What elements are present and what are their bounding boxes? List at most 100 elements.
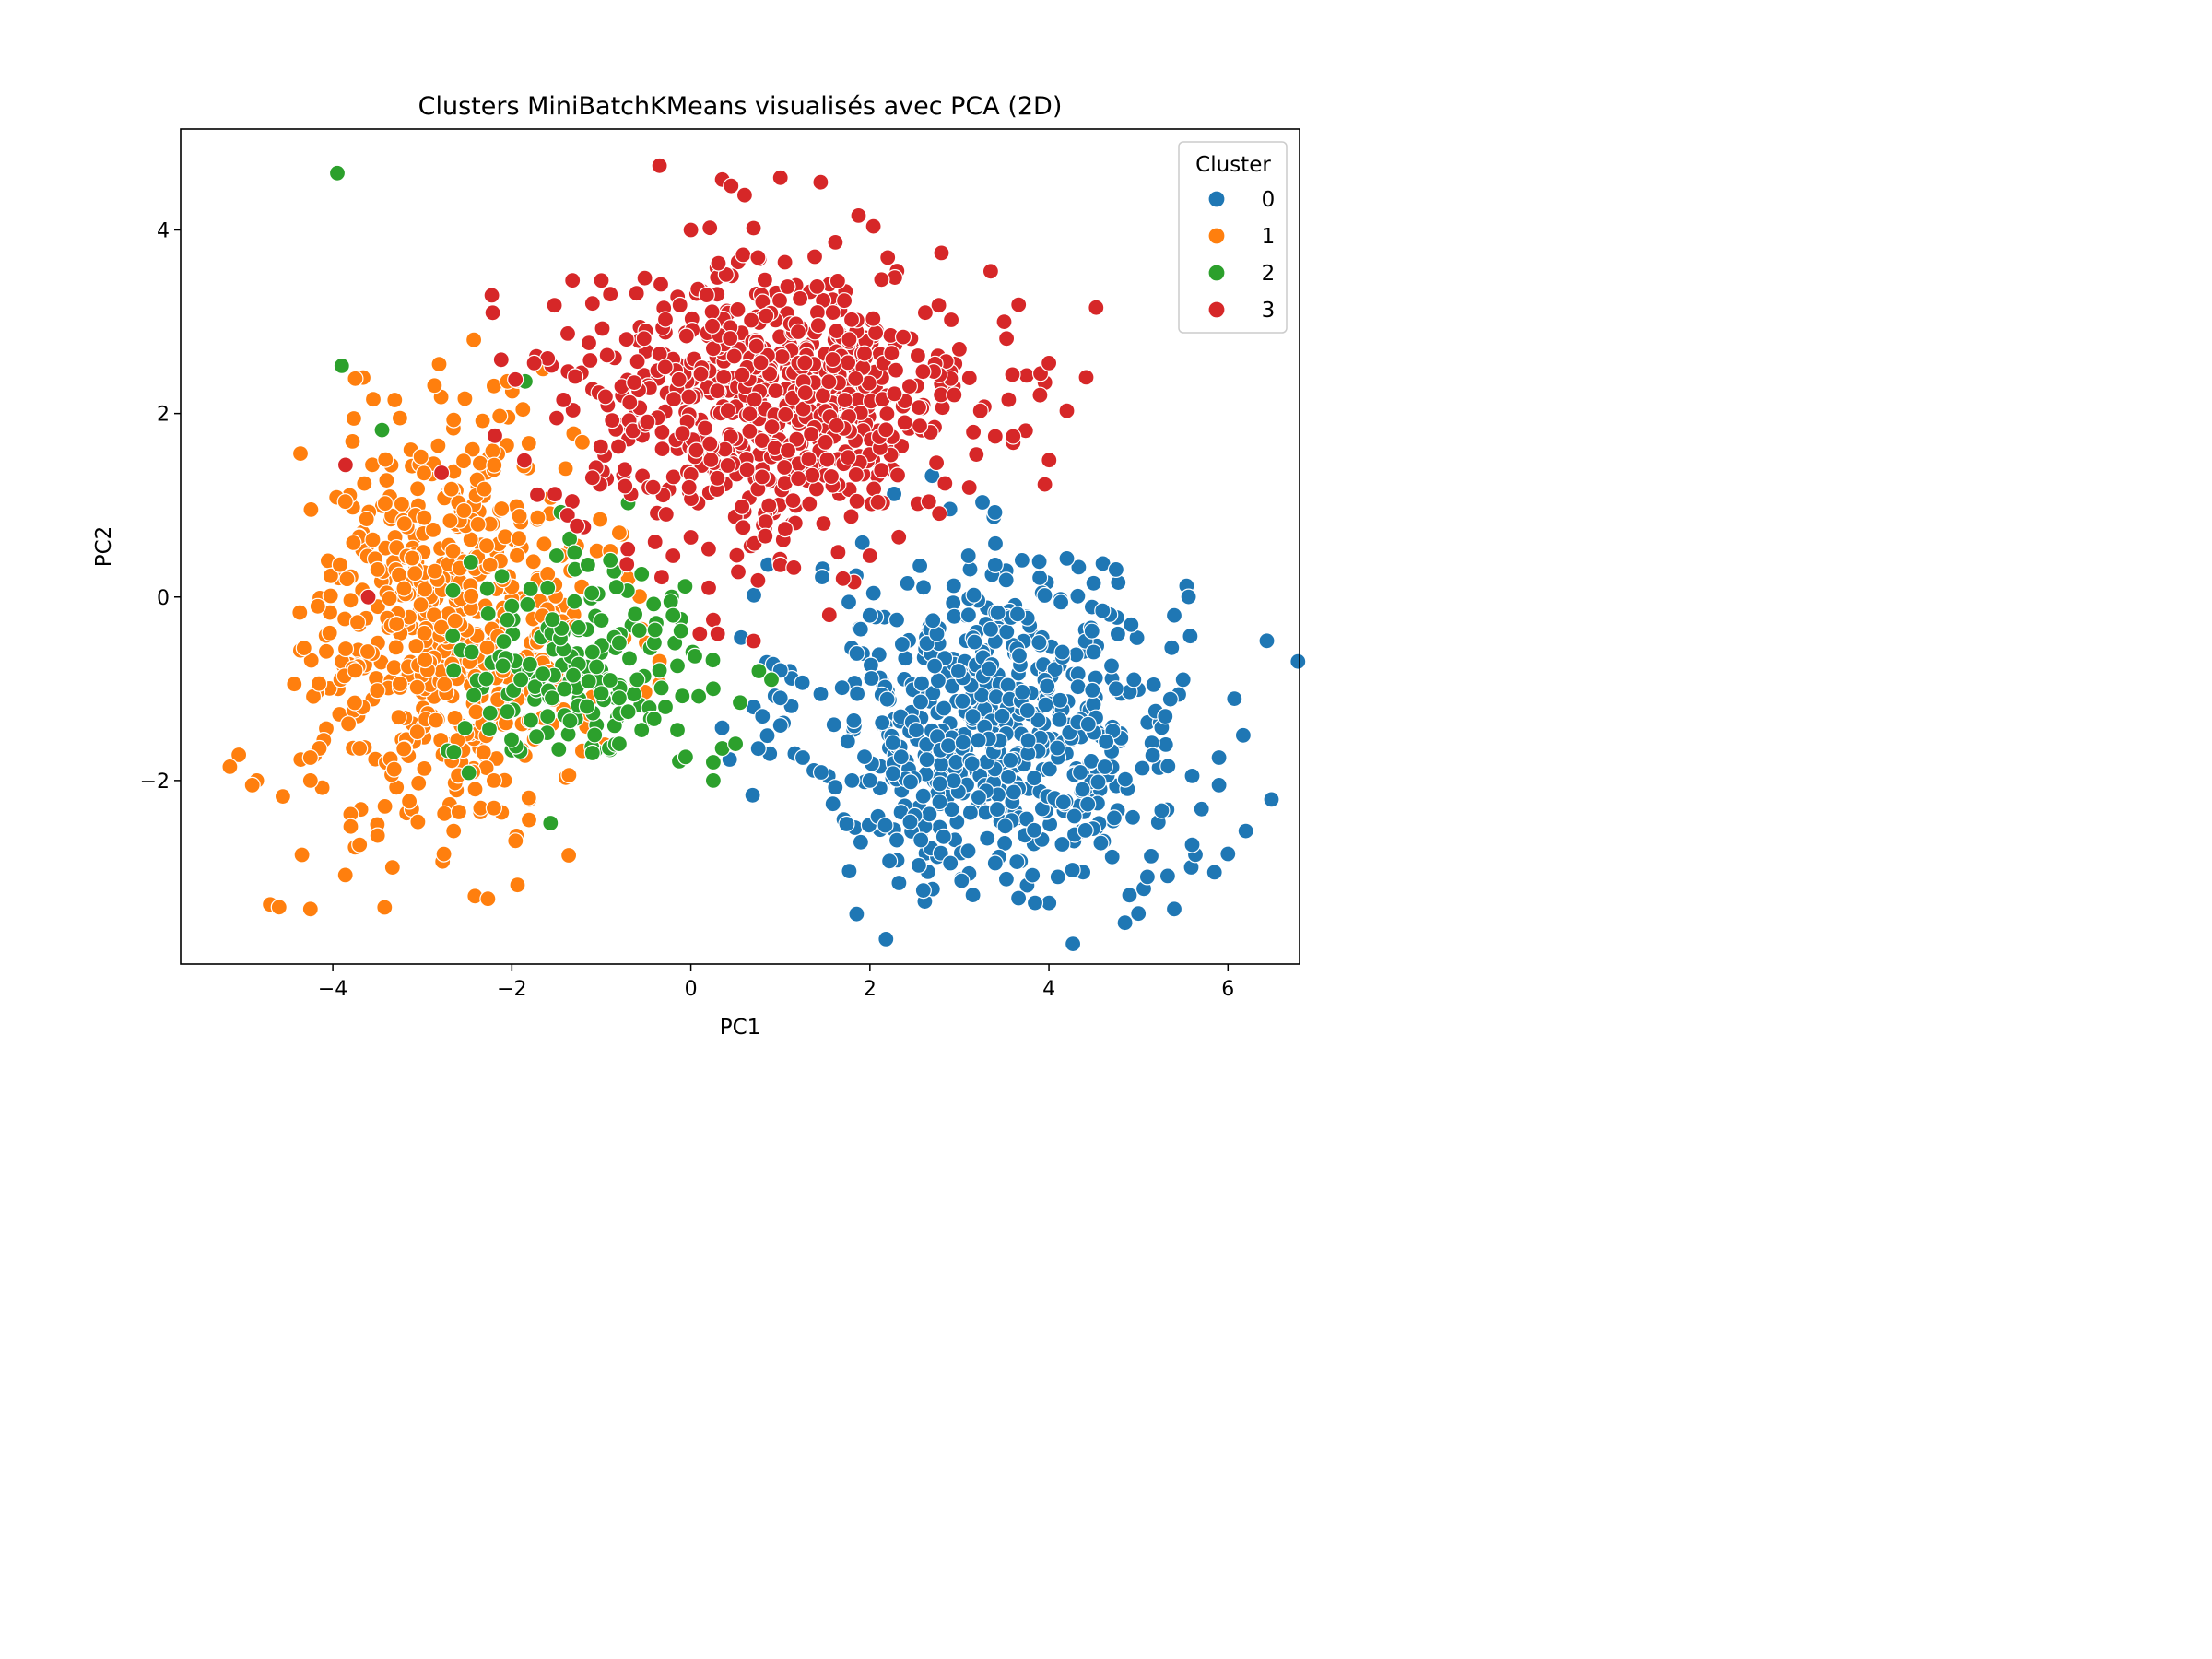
data-point <box>935 828 952 845</box>
data-point <box>931 775 948 793</box>
data-point <box>426 562 443 580</box>
data-point <box>359 588 377 606</box>
data-point <box>890 874 908 892</box>
data-point <box>776 253 794 271</box>
data-point <box>662 593 679 610</box>
data-point <box>580 673 597 690</box>
data-point <box>555 391 572 408</box>
data-point <box>602 551 619 570</box>
data-point <box>406 565 424 582</box>
data-point <box>515 452 534 469</box>
data-point <box>719 402 736 419</box>
data-point <box>559 846 578 865</box>
data-point <box>520 811 538 829</box>
data-point <box>970 788 988 806</box>
data-point <box>626 374 643 392</box>
data-point <box>525 354 543 371</box>
data-point <box>626 606 644 623</box>
data-point <box>322 587 339 605</box>
data-point <box>633 565 651 583</box>
data-point <box>901 813 919 830</box>
data-point <box>1051 691 1069 709</box>
data-point <box>547 547 566 565</box>
data-point <box>674 425 691 442</box>
data-point <box>1157 708 1174 725</box>
data-point <box>865 310 882 327</box>
data-point <box>1163 639 1181 656</box>
data-point <box>855 747 874 766</box>
data-point <box>1040 354 1058 371</box>
data-point <box>709 469 726 487</box>
data-point <box>230 746 248 764</box>
data-point <box>291 604 309 621</box>
data-point <box>364 391 382 408</box>
data-point <box>435 845 453 863</box>
data-point <box>848 685 866 702</box>
x-tick-label: 6 <box>1221 978 1234 1001</box>
data-point <box>997 571 1015 589</box>
data-point <box>704 680 723 698</box>
data-point <box>1103 848 1121 865</box>
data-point <box>900 378 919 395</box>
data-point <box>592 438 609 455</box>
data-point <box>914 787 932 805</box>
data-point <box>404 549 421 567</box>
data-point <box>1004 366 1021 383</box>
data-point <box>1053 835 1071 853</box>
data-point <box>286 676 303 693</box>
data-point <box>918 751 935 769</box>
data-point <box>752 354 770 371</box>
x-tick-label: −4 <box>318 978 347 1001</box>
data-point <box>407 637 425 655</box>
data-point <box>621 394 639 411</box>
data-point <box>912 675 931 692</box>
data-point <box>931 793 948 811</box>
data-point <box>757 512 774 531</box>
data-point <box>646 533 664 551</box>
data-point <box>704 652 722 669</box>
data-point <box>947 753 965 771</box>
legend-title: Cluster <box>1195 153 1271 177</box>
data-point <box>610 524 629 542</box>
data-point <box>1219 845 1237 863</box>
data-point <box>522 712 540 729</box>
data-point <box>877 421 895 439</box>
data-point <box>1008 606 1027 623</box>
data-point <box>338 571 356 588</box>
data-point <box>745 586 763 604</box>
data-point <box>763 418 781 436</box>
data-point <box>874 713 891 732</box>
data-point <box>564 401 582 419</box>
data-point <box>824 304 841 322</box>
data-point <box>791 289 809 307</box>
data-point <box>481 704 499 722</box>
chart-title: Clusters MiniBatchKMeans visualisés avec… <box>418 92 1063 121</box>
data-point <box>796 354 814 371</box>
data-point <box>901 773 920 791</box>
data-point <box>696 419 714 437</box>
points-layer <box>221 157 1307 953</box>
data-point <box>391 409 408 427</box>
legend-marker <box>1207 264 1226 282</box>
data-point <box>713 719 731 736</box>
data-point <box>566 593 583 610</box>
data-point <box>364 531 382 548</box>
data-point <box>812 685 830 703</box>
data-point <box>960 478 978 497</box>
data-point <box>644 478 662 496</box>
data-point <box>535 535 553 553</box>
data-point <box>668 657 687 675</box>
data-point <box>471 454 489 472</box>
data-point <box>1085 574 1102 592</box>
data-point <box>629 353 646 371</box>
data-point <box>591 511 609 528</box>
x-tick-label: −2 <box>497 978 526 1001</box>
data-point <box>1134 759 1151 777</box>
data-point <box>680 388 698 406</box>
data-point <box>973 493 992 512</box>
data-point <box>688 441 705 459</box>
data-point <box>670 371 688 388</box>
data-point <box>1036 476 1053 493</box>
data-point <box>852 620 869 638</box>
data-point <box>1094 602 1112 619</box>
